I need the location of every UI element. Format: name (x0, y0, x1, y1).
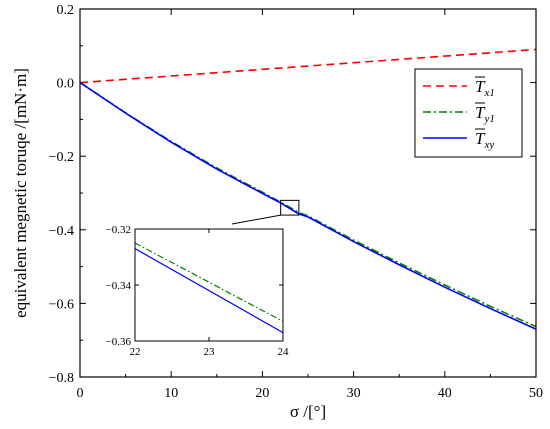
inset-series-line-Ty1 (134, 242, 284, 322)
legend-label-Txy: Txy (475, 129, 494, 151)
inset-x-tick-label: 24 (278, 346, 290, 358)
legend-label-main: T (475, 77, 486, 96)
x-tick-label: 0 (77, 386, 84, 401)
legend-box (414, 68, 523, 158)
zoom-box (280, 199, 300, 216)
y-tick-label: −0.4 (49, 224, 74, 239)
x-tick-label: 40 (438, 386, 452, 401)
series-line-Tx1 (79, 48, 537, 84)
x-axis-label: σ /[°] (290, 402, 326, 421)
legend-label-main: T (475, 103, 486, 122)
legend-label-Ty1: Ty1 (475, 103, 495, 125)
legend-label-sub: x1 (483, 87, 494, 99)
y-axis-label: equivalent megnetic toruqe /[mN·m] (11, 68, 30, 318)
y-tick-label: 0.2 (57, 3, 75, 18)
main-plot: 0 10 20 30 40 50 0.2 0.0 −0.2 −0.4 −0.6 −0.8 σ /[°] e… (11, 3, 543, 421)
x-tick-label: 30 (347, 386, 361, 401)
inset-x-tick-label: 22 (130, 346, 141, 358)
y-tick-label: 0.0 (57, 77, 75, 92)
legend-label-sub: y1 (483, 113, 494, 125)
inset-y-tick-label: −0.34 (106, 280, 132, 292)
x-tick-label: 50 (529, 386, 543, 401)
inset-background (135, 229, 283, 341)
x-tick-label: 20 (255, 386, 269, 401)
y-tick-label: −0.8 (49, 371, 74, 386)
inset-y-tick-label: −0.36 (106, 336, 132, 348)
inset-frame (134, 228, 284, 342)
inset-x-tick-label: 23 (204, 346, 216, 358)
inset-series-line-Txy (134, 248, 284, 334)
plot-frame (79, 8, 537, 378)
y-tick-label: −0.6 (49, 297, 74, 312)
legend-label-main: T (475, 129, 486, 148)
x-tick-label: 10 (164, 386, 178, 401)
legend-label-Tx1: Tx1 (475, 77, 495, 99)
y-tick-label: −0.2 (49, 150, 74, 165)
inset-y-tick-label: −0.32 (106, 224, 131, 236)
series-line-Txy (79, 81, 537, 330)
legend-label-sub: xy (483, 139, 494, 151)
inset-plot: 22 23 24 −0.32 −0.34 −0.36 (106, 224, 289, 358)
zoom-connector (231, 214, 281, 225)
